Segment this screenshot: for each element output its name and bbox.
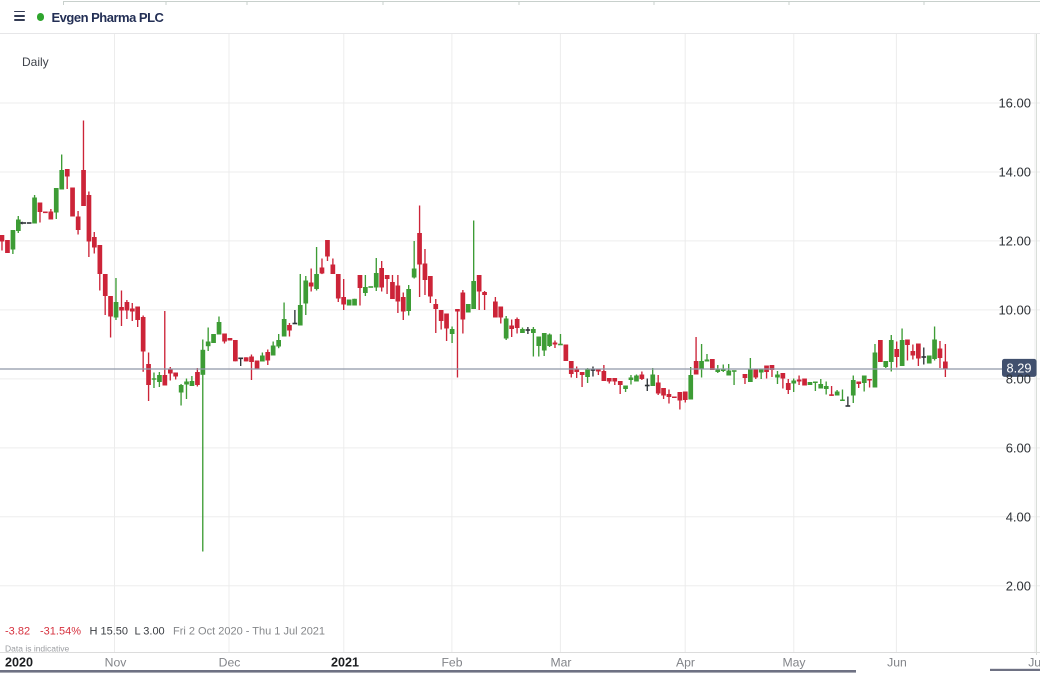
svg-text:6.00: 6.00 [1006, 441, 1031, 456]
svg-text:L 3.00: L 3.00 [135, 626, 165, 638]
svg-text:2.00: 2.00 [1006, 579, 1031, 594]
svg-text:-31.54%: -31.54% [40, 626, 81, 638]
svg-text:12.00: 12.00 [998, 234, 1031, 249]
svg-text:8.29: 8.29 [1007, 361, 1032, 376]
svg-text:Daily: Daily [22, 55, 49, 69]
svg-text:16.00: 16.00 [998, 96, 1031, 111]
svg-text:Feb: Feb [441, 656, 462, 670]
svg-text:2021: 2021 [331, 656, 359, 670]
svg-text:Dec: Dec [219, 656, 241, 670]
svg-text:Apr: Apr [676, 656, 695, 670]
svg-text:Jun: Jun [887, 656, 907, 670]
svg-text:May: May [782, 656, 806, 670]
svg-text:Fri 2 Oct 2020 - Thu 1 Jul 202: Fri 2 Oct 2020 - Thu 1 Jul 2021 [173, 626, 325, 638]
svg-text:2020: 2020 [5, 656, 33, 670]
svg-text:14.00: 14.00 [998, 165, 1031, 180]
svg-text:8.00: 8.00 [1006, 372, 1031, 387]
svg-text:Mar: Mar [551, 656, 572, 670]
svg-text:4.00: 4.00 [1006, 510, 1031, 525]
svg-text:10.00: 10.00 [998, 303, 1031, 318]
svg-text:Nov: Nov [105, 656, 128, 670]
svg-text:Data is indicative: Data is indicative [5, 644, 70, 654]
svg-text:H 15.50: H 15.50 [90, 626, 129, 638]
svg-text:Jul: Jul [1028, 656, 1040, 670]
svg-text:-3.82: -3.82 [5, 626, 30, 638]
